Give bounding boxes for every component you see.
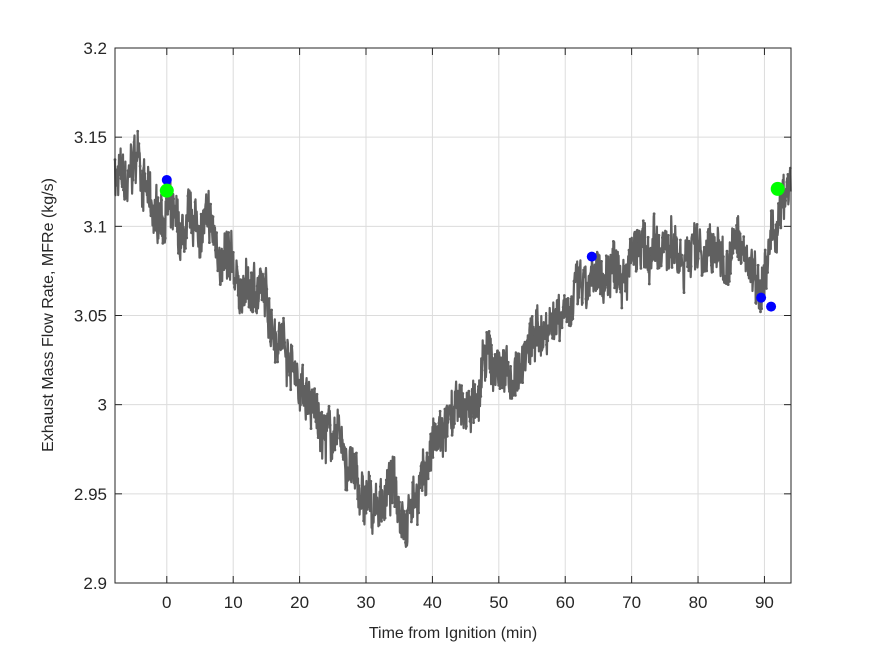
x-axis-label: Time from Ignition (min) bbox=[369, 625, 537, 642]
x-tick-label: 60 bbox=[556, 593, 575, 612]
x-tick-label: 40 bbox=[423, 593, 442, 612]
x-tick-label: 70 bbox=[622, 593, 641, 612]
x-tick-label: 30 bbox=[357, 593, 376, 612]
blue-marker-point bbox=[766, 301, 777, 312]
y-tick-label: 3.15 bbox=[74, 128, 107, 147]
y-axis-label: Exhaust Mass Flow Rate, MFRe (kg/s) bbox=[40, 178, 57, 452]
green-marker-point bbox=[159, 183, 174, 198]
blue-marker-point bbox=[756, 292, 767, 303]
x-tick-label: 80 bbox=[689, 593, 708, 612]
x-tick-label: 0 bbox=[162, 593, 171, 612]
y-tick-label: 3.2 bbox=[83, 39, 107, 58]
blue-marker-point bbox=[586, 251, 597, 262]
data-series bbox=[113, 129, 792, 548]
blue-marker-point bbox=[161, 174, 172, 185]
y-tick-label: 2.9 bbox=[83, 574, 107, 593]
y-tick-label: 2.95 bbox=[74, 485, 107, 504]
y-tick-label: 3.05 bbox=[74, 307, 107, 326]
y-tick-label: 3 bbox=[98, 396, 107, 415]
x-tick-label: 90 bbox=[755, 593, 774, 612]
x-tick-label: 20 bbox=[290, 593, 309, 612]
highlight-markers bbox=[159, 174, 785, 312]
y-tick-label: 3.1 bbox=[83, 217, 107, 236]
x-tick-label: 50 bbox=[489, 593, 508, 612]
ticks: 0 10 20 30 40 50 60 70 80 90 2.9 2.95 3 3.05 3.1 3.15 3.… bbox=[74, 39, 791, 612]
x-tick-label: 10 bbox=[224, 593, 243, 612]
green-marker-point bbox=[770, 181, 785, 196]
